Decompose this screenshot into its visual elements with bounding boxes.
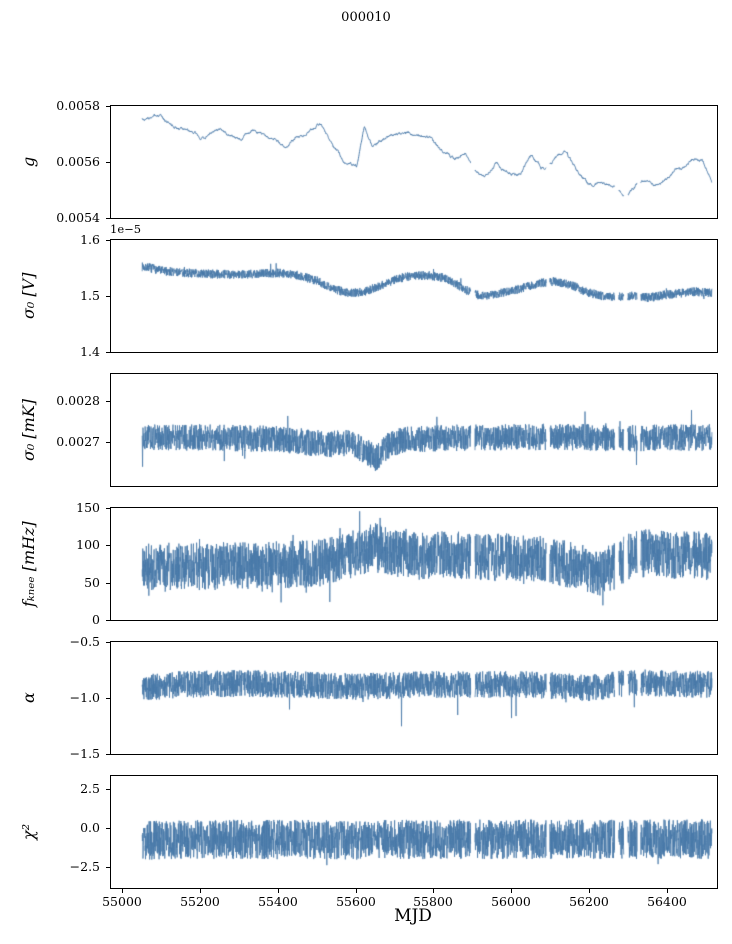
y-tick-mark xyxy=(106,508,110,509)
sigma0-mk-series-canvas xyxy=(111,374,717,486)
y-tick-mark xyxy=(106,867,110,868)
x-tick-label: 55800 xyxy=(413,894,453,909)
x-tick-mark xyxy=(511,889,512,893)
g-series-canvas xyxy=(111,106,717,218)
x-tick-label: 55400 xyxy=(258,894,298,909)
y-tick-mark xyxy=(106,401,110,402)
y-tick-label: 0.0028 xyxy=(56,393,100,408)
y-tick-mark xyxy=(106,352,110,353)
y-tick-mark xyxy=(106,106,110,107)
y-tick-label: −2.5 xyxy=(69,859,100,874)
y-tick-label: 1.4 xyxy=(80,344,100,359)
x-tick-label: 55000 xyxy=(102,894,142,909)
y-tick-label: 0.0 xyxy=(80,820,100,835)
y-tick-mark xyxy=(106,620,110,621)
y-tick-mark xyxy=(106,754,110,755)
y-tick-label: 0.0058 xyxy=(56,98,100,113)
y-tick-label: 2.5 xyxy=(80,781,100,796)
y-tick-label: 0.0054 xyxy=(56,210,100,225)
y-tick-label: 1.6 xyxy=(80,232,100,247)
x-tick-mark xyxy=(356,889,357,893)
y-tick-label: 0.0056 xyxy=(56,154,100,169)
y-tick-label: −0.5 xyxy=(69,634,100,649)
y-tick-mark xyxy=(106,240,110,241)
y-tick-label: −1.0 xyxy=(69,690,100,705)
y-tick-label: 0.0027 xyxy=(56,434,100,449)
y-tick-mark xyxy=(106,789,110,790)
x-tick-mark xyxy=(200,889,201,893)
fknee-series-canvas xyxy=(111,508,717,620)
x-axis-label: MJD xyxy=(394,906,432,926)
x-tick-mark xyxy=(278,889,279,893)
panel-fknee xyxy=(110,507,718,621)
figure-title: 000010 xyxy=(341,10,391,25)
x-tick-mark xyxy=(433,889,434,893)
alpha-series-canvas xyxy=(111,642,717,754)
y-tick-label: 150 xyxy=(76,500,100,515)
x-tick-label: 56000 xyxy=(491,894,531,909)
panel-alpha xyxy=(110,641,718,755)
panel-sigma0-mk xyxy=(110,373,718,487)
y-tick-mark xyxy=(106,162,110,163)
panel-chi2 xyxy=(110,775,718,889)
y-tick-mark xyxy=(106,828,110,829)
y-tick-mark xyxy=(106,583,110,584)
panel-sigma0-v xyxy=(110,239,718,353)
axis-offset-label: 1e−5 xyxy=(110,222,142,236)
x-tick-label: 56200 xyxy=(569,894,609,909)
x-tick-label: 55600 xyxy=(336,894,376,909)
y-tick-label: 50 xyxy=(84,575,100,590)
x-tick-mark xyxy=(667,889,668,893)
y-tick-mark xyxy=(106,545,110,546)
sigma0-v-series-canvas xyxy=(111,240,717,352)
y-tick-mark xyxy=(106,442,110,443)
chi2-series-canvas xyxy=(111,776,717,888)
x-tick-label: 56400 xyxy=(647,894,687,909)
y-tick-mark xyxy=(106,218,110,219)
panel-g xyxy=(110,105,718,219)
y-tick-mark xyxy=(106,698,110,699)
y-tick-mark xyxy=(106,296,110,297)
x-tick-mark xyxy=(589,889,590,893)
y-tick-label: −1.5 xyxy=(69,746,100,761)
x-tick-mark xyxy=(122,889,123,893)
y-tick-label: 0 xyxy=(92,612,100,627)
y-tick-mark xyxy=(106,642,110,643)
x-tick-label: 55200 xyxy=(180,894,220,909)
y-tick-label: 100 xyxy=(76,537,100,552)
y-tick-label: 1.5 xyxy=(80,288,100,303)
